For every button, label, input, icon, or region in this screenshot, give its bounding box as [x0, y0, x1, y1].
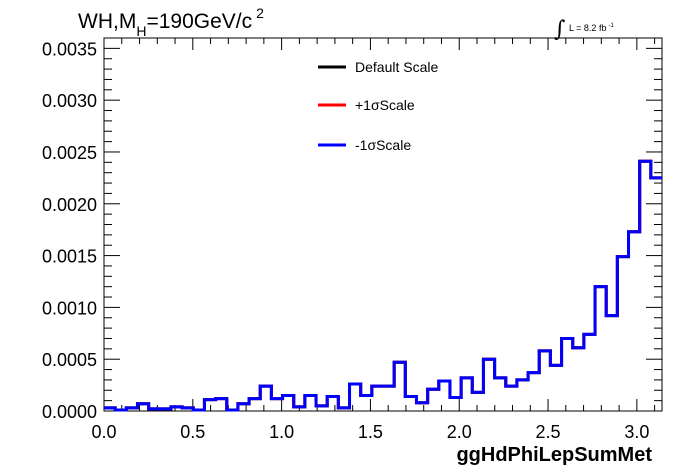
- series-line-2: [104, 159, 662, 412]
- x-tick-label: 1.5: [358, 422, 383, 442]
- y-tick-label: 0.0000: [42, 402, 97, 422]
- title-subscript: H: [136, 23, 146, 39]
- y-tick-label: 0.0005: [42, 350, 97, 370]
- legend-label-2: +1σScale: [355, 97, 415, 113]
- lumi-integral-sign: ∫: [554, 17, 566, 42]
- legend-label-1: Default Scale: [355, 59, 438, 75]
- title-prefix: WH,M: [78, 10, 136, 33]
- lumi-superscript: -1: [608, 23, 614, 29]
- series-line-3: [104, 159, 662, 412]
- x-tick-label: 2.0: [447, 422, 472, 442]
- x-axis-title: ggHdPhiLepSumMet: [456, 444, 652, 466]
- y-tick-label: 0.0010: [42, 298, 97, 318]
- x-tick-label: 1.0: [269, 422, 294, 442]
- x-tick-label: 0.0: [91, 422, 116, 442]
- y-tick-label: 0.0020: [42, 195, 97, 215]
- plot-frame: [103, 37, 663, 412]
- y-tick-label: 0.0035: [42, 39, 97, 59]
- title-value: =190GeV/c: [146, 10, 252, 33]
- x-tick-label: 3.0: [624, 422, 649, 442]
- lumi-text: L = 8.2 fb: [569, 23, 606, 33]
- legend-label-3: -1σScale: [355, 137, 411, 153]
- series-line-1: [104, 159, 662, 412]
- chart-title: WH,MH=190GeV/c 2: [78, 5, 264, 39]
- x-tick-label: 0.5: [180, 422, 205, 442]
- lumi-label: L = 8.2 fb -1: [569, 23, 614, 33]
- axes: 0.0 0.5 1.0 1.5 2.0 2.5 3.0 0.0000 0.0005 0.0010 0…: [42, 37, 662, 442]
- y-tick-label: 0.0025: [42, 143, 97, 163]
- title-superscript: 2: [256, 5, 264, 21]
- y-tick-label: 0.0030: [42, 91, 97, 111]
- series-group: [104, 159, 662, 412]
- y-tick-label: 0.0015: [42, 247, 97, 267]
- x-tick-label: 2.5: [536, 422, 561, 442]
- legend: Default Scale +1σScale -1σScale: [318, 59, 438, 153]
